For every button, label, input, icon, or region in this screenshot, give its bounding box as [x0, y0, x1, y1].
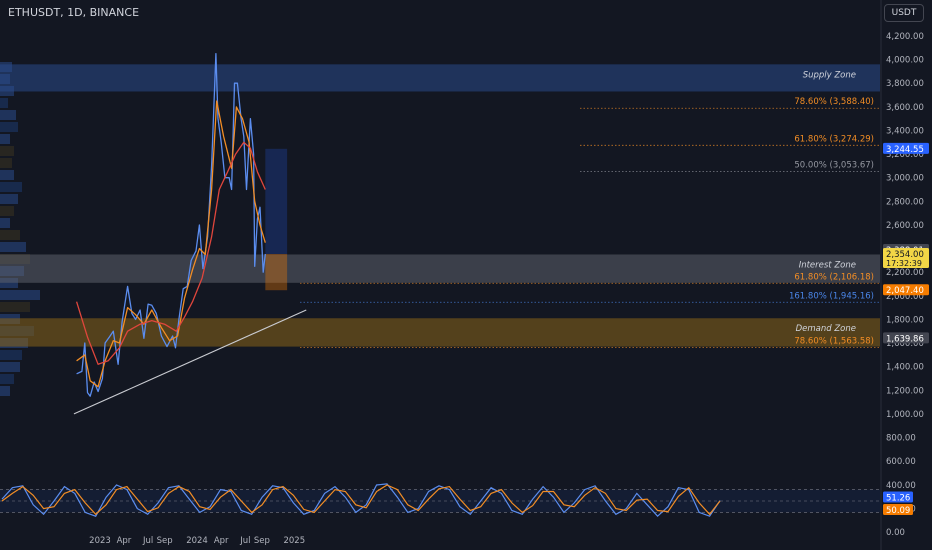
price-tick-12: 1,800.00 — [886, 315, 924, 325]
fib-label-1: 61.80% (3,274.29) — [794, 134, 874, 144]
volume-profile-bar-3 — [0, 98, 8, 108]
volume-profile-bar-12 — [0, 206, 14, 216]
price-tick-2: 3,800.00 — [886, 79, 924, 89]
volume-profile-bar-24 — [0, 350, 22, 360]
volume-profile-bar-20 — [0, 302, 30, 312]
zone-label-1: Interest Zone — [799, 260, 856, 270]
fib-label-3: 61.80% (2,106.18) — [794, 272, 874, 282]
zone-rect-0 — [0, 64, 880, 92]
stoch-badge-bg-1 — [883, 503, 913, 515]
time-label-2: Jul — [142, 536, 153, 546]
time-label-3: Sep — [157, 536, 173, 546]
price-tick-18: 600.00 — [886, 457, 916, 467]
stoch-d-line — [1, 484, 721, 516]
price-tick-0: 4,200.00 — [886, 32, 924, 42]
zone-rect-1 — [0, 254, 880, 283]
volume-profile-bar-14 — [0, 230, 20, 240]
symbol-title: ETHUSDT, 1D, BINANCE — [8, 6, 140, 19]
position-stop-rect — [265, 254, 288, 291]
volume-profile-bar-8 — [0, 158, 12, 168]
volume-profile-bar-7 — [0, 146, 14, 156]
volume-profile-bar-5 — [0, 122, 18, 132]
price-tick-5: 3,200.00 — [886, 150, 924, 160]
fib-levels-layer: 78.60% (3,588.40) 61.80% (3,274.29) 50.00%… — [300, 97, 880, 348]
price-badge-sub-2: 17:32:39 — [886, 259, 922, 268]
price-badge-bg-4 — [883, 332, 929, 344]
price-tick-3: 3,600.00 — [886, 103, 924, 113]
time-label-0: 2023 — [89, 536, 111, 546]
fib-label-0: 78.60% (3,588.40) — [794, 97, 874, 107]
volume-profile-bar-10 — [0, 182, 22, 192]
price-tick-17: 800.00 — [886, 434, 916, 444]
price-tick-15: 1,200.00 — [886, 386, 924, 396]
price-tick-16: 1,000.00 — [886, 410, 924, 420]
price-tick-14: 1,400.00 — [886, 363, 924, 373]
price-tick-19: 400.00 — [886, 481, 916, 491]
zone-label-2: Demand Zone — [796, 324, 856, 334]
price-tick-10: 2,200.00 — [886, 268, 924, 278]
series-line-0 — [76, 53, 266, 397]
series-layer — [75, 53, 266, 397]
time-label-5: Apr — [214, 536, 229, 546]
zones-layer: Supply Zone Interest Zone Demand Zone — [0, 64, 880, 347]
price-badges: 3,244.552,388.012,354.0017:32:392,047.40… — [883, 142, 929, 516]
time-label-8: 2025 — [283, 536, 305, 546]
price-tick-11: 2,000.00 — [886, 292, 924, 302]
time-axis[interactable]: 2023 Apr Jul Sep 2024 Apr Jul Sep 2025 — [89, 536, 305, 546]
volume-profile-bar-18 — [0, 278, 18, 288]
series-line-2 — [75, 141, 266, 365]
stoch-rsi-pane — [0, 483, 880, 518]
price-axis[interactable]: 4,200.00 4,000.00 3,800.00 3,600.00 3,400.00… — [880, 0, 924, 550]
stoch-badge-0: 51.26 — [886, 494, 910, 504]
volume-profile-bar-19 — [0, 290, 40, 300]
zone-rect-2 — [0, 318, 880, 347]
price-tick-13: 1,600.00 — [886, 339, 924, 349]
volume-profile-bar-13 — [0, 218, 10, 228]
stoch-badge-1: 50.09 — [886, 506, 910, 516]
volume-profile-bar-27 — [0, 386, 10, 396]
volume-profile-bar-9 — [0, 170, 14, 180]
time-label-6: Jul — [239, 536, 250, 546]
price-tick-6: 3,000.00 — [886, 174, 924, 184]
price-badge-bg-2 — [883, 248, 929, 269]
volume-profile-bar-11 — [0, 194, 18, 204]
price-tick-4: 3,400.00 — [886, 126, 924, 136]
volume-profile-bar-4 — [0, 110, 16, 120]
price-tick-21: 0.00 — [886, 528, 905, 538]
trendline — [73, 309, 307, 415]
currency-selector[interactable]: USDT — [884, 4, 924, 22]
trendline-layer[interactable] — [73, 309, 307, 415]
time-label-1: Apr — [117, 536, 132, 546]
volume-profile-bar-25 — [0, 362, 20, 372]
volume-profile-bar-26 — [0, 374, 14, 384]
price-badge-2: 2,354.00 — [886, 250, 924, 260]
fib-label-5: 78.60% (1,563.58) — [794, 336, 874, 346]
price-tick-8: 2,600.00 — [886, 221, 924, 231]
series-line-1 — [76, 100, 266, 388]
time-label-7: Sep — [254, 536, 270, 546]
stoch-k-line — [1, 483, 721, 518]
price-badge-3: 2,047.40 — [886, 286, 924, 296]
price-badge-bg-0 — [883, 142, 929, 154]
price-badge-bg-3 — [883, 284, 929, 296]
long-position-tool[interactable] — [265, 148, 288, 291]
position-target-rect — [265, 148, 288, 255]
stoch-badge-bg-0 — [883, 491, 913, 503]
time-label-4: 2024 — [186, 536, 208, 546]
volume-profile-bar-6 — [0, 134, 10, 144]
volume-profile-bar-15 — [0, 242, 26, 252]
fib-label-2: 50.00% (3,053.67) — [794, 160, 874, 170]
price-badge-4: 1,639.86 — [886, 334, 924, 344]
fib-label-4: 161.80% (1,945.16) — [789, 291, 874, 301]
price-badge-0: 3,244.55 — [886, 145, 924, 155]
price-tick-7: 2,800.00 — [886, 197, 924, 207]
price-tick-1: 4,000.00 — [886, 56, 924, 66]
zone-label-0: Supply Zone — [803, 70, 856, 80]
